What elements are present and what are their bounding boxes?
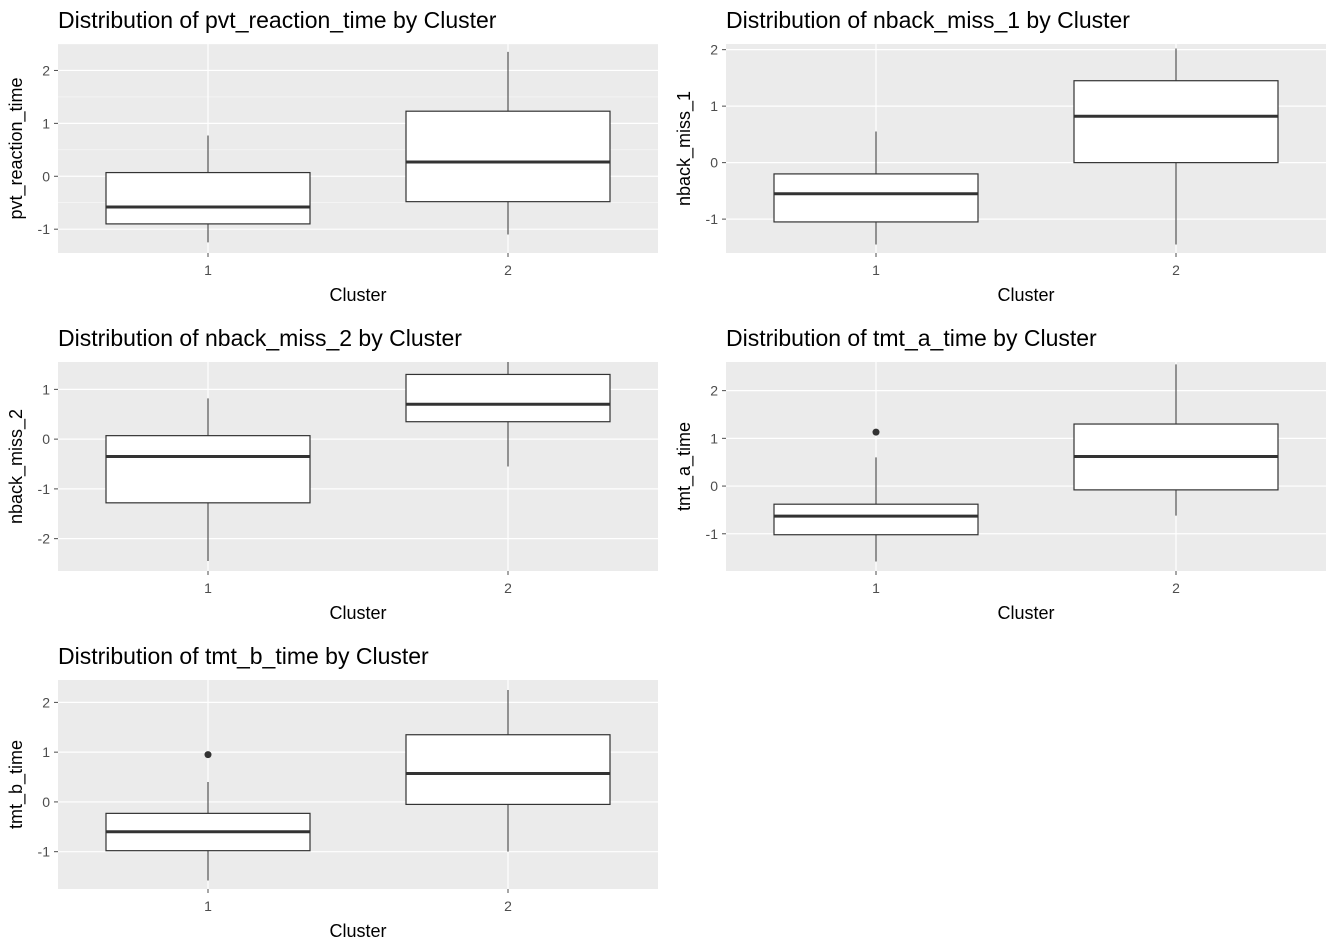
y-tick-label: -1: [38, 844, 51, 860]
x-axis-title: Cluster: [329, 921, 386, 941]
y-tick-label: -1: [706, 526, 719, 542]
chart-title: Distribution of nback_miss_1 by Cluster: [726, 7, 1130, 33]
box-iqr-cluster-2: [405, 110, 611, 203]
chart-title: Distribution of tmt_a_time by Cluster: [726, 325, 1097, 351]
box-iqr-cluster-1: [105, 171, 311, 225]
x-tick-label: 1: [204, 580, 212, 596]
y-axis-title: tmt_a_time: [674, 422, 695, 511]
box-iqr-cluster-2: [1073, 80, 1279, 164]
y-tick-label: 1: [710, 98, 718, 114]
y-axis-title: tmt_b_time: [6, 740, 27, 829]
x-axis-title: Cluster: [997, 285, 1054, 305]
y-tick-label: 2: [42, 62, 50, 78]
boxplot-panel-pvt-reaction-time: -1 0 1 2 1 2 Distribution of pvt_reaction_time…: [6, 7, 658, 305]
outlier-point: [204, 751, 212, 759]
x-axis-title: Cluster: [329, 285, 386, 305]
boxplot-panel-tmt-a-time: -1 0 1 2 1 2 Distribution of tmt_a_time by Clu…: [674, 325, 1326, 623]
box-iqr-cluster-1: [105, 435, 311, 504]
x-tick-label: 2: [504, 262, 512, 278]
y-tick-label: 0: [710, 155, 718, 171]
chart-title: Distribution of tmt_b_time by Cluster: [58, 643, 429, 669]
box-iqr-cluster-2: [405, 734, 611, 806]
x-tick-label: 2: [1172, 262, 1180, 278]
x-tick-label: 2: [504, 898, 512, 914]
x-tick-label: 1: [872, 262, 880, 278]
box-iqr-cluster-2: [405, 373, 611, 423]
chart-title: Distribution of nback_miss_2 by Cluster: [58, 325, 462, 351]
y-tick-label: 2: [710, 42, 718, 58]
y-tick-label: -1: [38, 481, 51, 497]
boxplot-panel-tmt-b-time: -1 0 1 2 1 2 Distribution of tmt_b_time by Clu…: [6, 643, 658, 941]
x-axis-title: Cluster: [997, 603, 1054, 623]
y-axis-title: nback_miss_1: [674, 91, 695, 206]
x-tick-label: 1: [204, 262, 212, 278]
y-tick-label: 1: [42, 115, 50, 131]
y-tick-label: -2: [38, 531, 51, 547]
y-tick-label: 2: [42, 694, 50, 710]
y-tick-label: 1: [42, 744, 50, 760]
chart-title: Distribution of pvt_reaction_time by Clu…: [58, 7, 497, 33]
boxplot-panel-nback-miss-1: -1 0 1 2 1 2 Distribution of nback_miss_1 by C…: [674, 7, 1326, 305]
box-iqr-cluster-1: [773, 503, 979, 536]
x-tick-label: 2: [1172, 580, 1180, 596]
y-tick-label: 2: [710, 383, 718, 399]
y-axis-title: pvt_reaction_time: [6, 77, 27, 219]
y-tick-label: 0: [710, 478, 718, 494]
y-tick-label: 0: [42, 431, 50, 447]
y-tick-label: 1: [42, 381, 50, 397]
boxplot-panel-nback-miss-2: -2 -1 0 1 1 2 Distribution of nback_miss_2 by …: [6, 325, 658, 623]
x-tick-label: 2: [504, 580, 512, 596]
y-tick-label: 0: [42, 794, 50, 810]
box-iqr-cluster-1: [773, 173, 979, 223]
y-tick-label: -1: [706, 211, 719, 227]
outlier-point: [872, 428, 880, 436]
y-tick-label: 1: [710, 430, 718, 446]
y-tick-label: -1: [38, 221, 51, 237]
y-tick-label: 0: [42, 168, 50, 184]
y-axis-title: nback_miss_2: [6, 409, 27, 524]
x-tick-label: 1: [204, 898, 212, 914]
x-axis-title: Cluster: [329, 603, 386, 623]
x-tick-label: 1: [872, 580, 880, 596]
